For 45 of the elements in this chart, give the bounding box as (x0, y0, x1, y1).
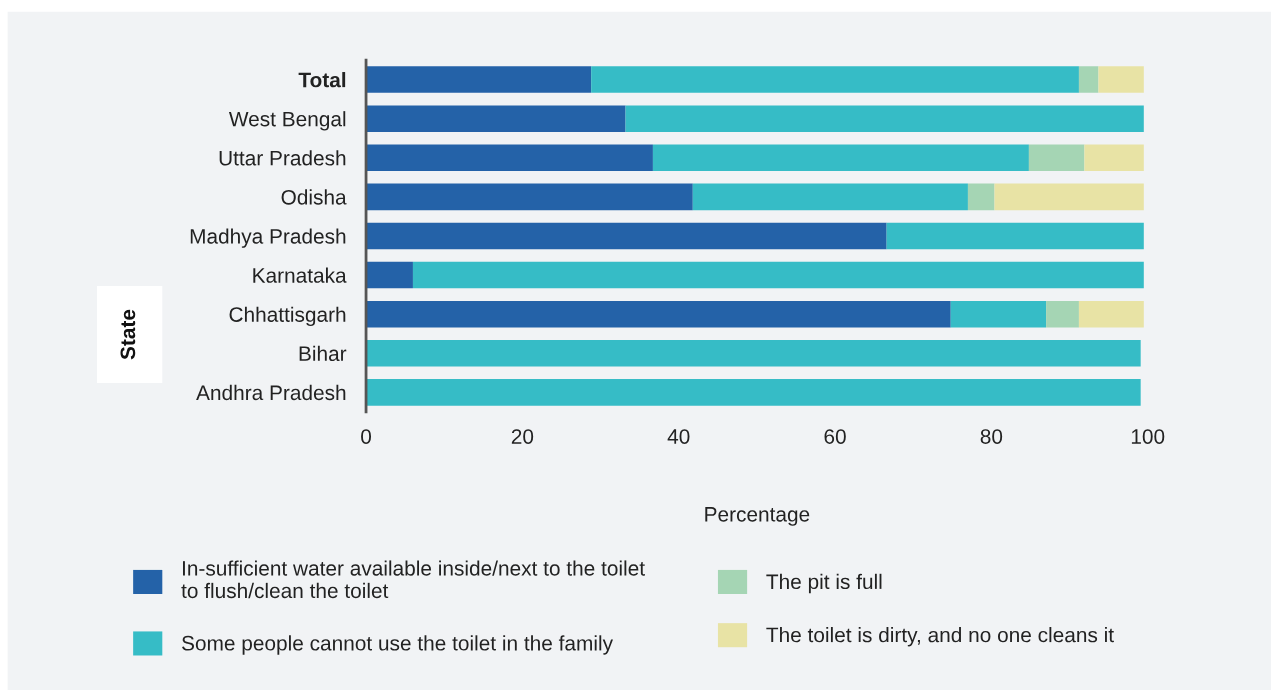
x-tick-label: 20 (511, 429, 534, 444)
bar (1084, 144, 1144, 172)
y-tick-label: Andhra Pradesh (196, 384, 346, 401)
bar (1078, 300, 1144, 328)
bar (1046, 300, 1079, 328)
y-tick-label: Total (298, 72, 346, 88)
bar (886, 222, 1144, 250)
bar (591, 66, 1079, 93)
bar (652, 144, 1029, 172)
bar (625, 105, 1144, 132)
bar (366, 183, 693, 211)
bar (366, 339, 1141, 367)
x-tick-label: 80 (980, 429, 1003, 444)
bar (366, 379, 1141, 406)
y-axis-title: State (120, 309, 136, 360)
bar (366, 66, 592, 93)
y-tick-label: West Bengal (228, 111, 346, 131)
y-tick-label: Madhya Pradesh (190, 228, 346, 248)
x-tick-label: 40 (667, 429, 690, 444)
bar (412, 261, 1144, 289)
x-tick-label: 60 (824, 429, 846, 444)
legend-label: The pit is full (766, 573, 882, 594)
bar (366, 222, 887, 250)
bar (366, 144, 653, 172)
bar (994, 183, 1144, 211)
x-tick-label: 0 (361, 429, 372, 444)
bar (1078, 66, 1099, 93)
y-tick-label: Chhattisgarh (229, 306, 346, 327)
y-tick-label: Karnataka (253, 267, 347, 283)
y-tick-label: Odisha (281, 189, 347, 205)
x-axis-title: Percentage (705, 507, 810, 526)
x-tick-label: 100 (1131, 429, 1165, 444)
bar (366, 261, 413, 289)
y-tick-label: Uttar Pradesh (219, 150, 346, 166)
y-tick-label: Bihar (299, 345, 347, 362)
legend-label: In-sufficient water available inside/next to the toilet to flush/clean the toilet (181, 560, 645, 599)
bar (366, 300, 951, 328)
bar (1028, 144, 1085, 172)
bar (1098, 66, 1144, 93)
bar (366, 105, 626, 132)
legend-label: Some people cannot use the toilet in the family (182, 635, 613, 655)
bar (950, 300, 1047, 328)
legend-label: The toilet is dirty, and no one cleans it (766, 627, 1114, 647)
bar (967, 183, 995, 211)
bar (692, 183, 968, 211)
